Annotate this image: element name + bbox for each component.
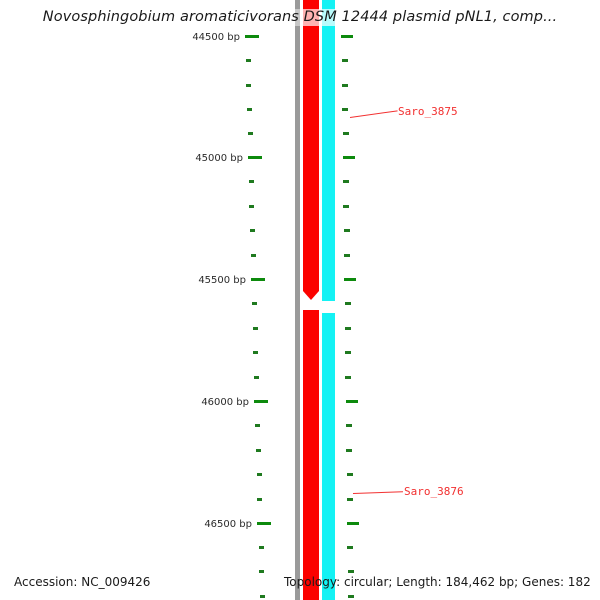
ruler-minor-tick <box>246 84 252 87</box>
ruler-minor-tick <box>248 180 254 183</box>
ruler-major-tick <box>254 400 268 403</box>
ruler-minor-tick <box>247 132 253 135</box>
genome-metadata-label[interactable]: Topology: circular; Length: 184,462 bp; … <box>284 575 591 589</box>
ruler-minor-tick <box>246 108 252 111</box>
ruler-minor-tick-right <box>346 498 353 501</box>
ruler-minor-tick <box>249 205 255 208</box>
red-feature-upper-segment[interactable] <box>303 26 319 291</box>
ruler-minor-tick <box>252 327 258 330</box>
gene-callout-label-Saro_3876[interactable]: Saro_3876 <box>404 485 464 498</box>
accession-label[interactable]: Accession: NC_009426 <box>14 575 151 589</box>
ruler-minor-tick <box>258 546 264 549</box>
backbone-ghost-top <box>295 0 300 28</box>
cyan-track-ghost-bottom <box>322 572 335 592</box>
ruler-minor-tick <box>245 59 251 62</box>
ruler-minor-tick <box>254 376 260 379</box>
ruler-minor-tick <box>259 570 265 573</box>
ruler-minor-tick <box>255 449 261 452</box>
ruler-minor-tick-right <box>343 205 350 208</box>
ruler-minor-tick-right <box>347 570 354 573</box>
backbone-bottom-cap <box>295 592 300 600</box>
backbone-ghost-bottom <box>295 572 300 592</box>
ruler-minor-tick-right <box>344 327 351 330</box>
genome-backbone-line[interactable] <box>295 26 300 600</box>
ruler-position-label: 45500 bp <box>198 275 246 286</box>
ruler-position-label: 45000 bp <box>195 153 243 164</box>
ruler-minor-tick-right <box>344 302 351 305</box>
ruler-minor-tick-right <box>342 108 349 111</box>
backbone-top-cap <box>295 0 300 9</box>
gene-callout-label-Saro_3875[interactable]: Saro_3875 <box>398 105 458 118</box>
ruler-minor-tick-right <box>346 473 353 476</box>
cyan-feature-upper-segment[interactable] <box>322 26 335 301</box>
ruler-position-label: 44500 bp <box>192 32 240 43</box>
ruler-position-label: 46000 bp <box>201 397 249 408</box>
ruler-minor-tick-right <box>347 546 354 549</box>
ruler-minor-tick-right <box>343 180 350 183</box>
ruler-major-tick-right <box>342 156 355 159</box>
page-title: Novosphingobium aromaticivorans DSM 1244… <box>42 9 558 25</box>
cyan-track-top-cap <box>322 0 335 9</box>
ruler-minor-tick <box>255 424 261 427</box>
ruler-major-tick <box>251 278 265 281</box>
ruler-major-tick <box>245 35 259 38</box>
cyan-feature-lower-segment[interactable] <box>322 313 335 600</box>
ruler-minor-tick <box>252 302 258 305</box>
ruler-minor-tick-right <box>345 351 352 354</box>
ruler-major-tick <box>257 522 271 525</box>
ruler-major-tick-right <box>344 278 357 281</box>
ruler-minor-tick <box>257 498 263 501</box>
ruler-minor-tick <box>256 473 262 476</box>
ruler-minor-tick-right <box>342 132 349 135</box>
cyan-track-bottom-cap <box>322 592 335 600</box>
ruler-major-tick <box>248 156 262 159</box>
ruler-minor-tick <box>250 229 256 232</box>
statusbar: Accession: NC_009426 Topology: circular;… <box>0 566 600 600</box>
ruler-position-label: 46500 bp <box>204 519 252 530</box>
red-track-ghost-bottom <box>303 572 319 592</box>
red-track-top-cap <box>303 0 319 9</box>
ruler-minor-tick-right <box>341 84 348 87</box>
ruler-minor-tick-right <box>347 595 354 598</box>
red-feature-lower-segment[interactable] <box>303 310 319 600</box>
ruler-major-tick-right <box>345 400 358 403</box>
ruler-major-tick-right <box>341 35 354 38</box>
red-track-bottom-cap <box>303 592 319 600</box>
ruler-minor-tick-right <box>346 449 353 452</box>
ruler-minor-tick <box>259 595 265 598</box>
ruler-minor-tick-right <box>345 376 352 379</box>
ruler-minor-tick <box>250 254 256 257</box>
red-feature-arrowhead[interactable] <box>303 291 319 300</box>
ruler-minor-tick-right <box>343 229 350 232</box>
ruler-major-tick-right <box>347 522 360 525</box>
ruler-minor-tick <box>253 351 259 354</box>
ruler-minor-tick-right <box>345 424 352 427</box>
ruler-minor-tick-right <box>341 59 348 62</box>
ruler-minor-tick-right <box>343 254 350 257</box>
